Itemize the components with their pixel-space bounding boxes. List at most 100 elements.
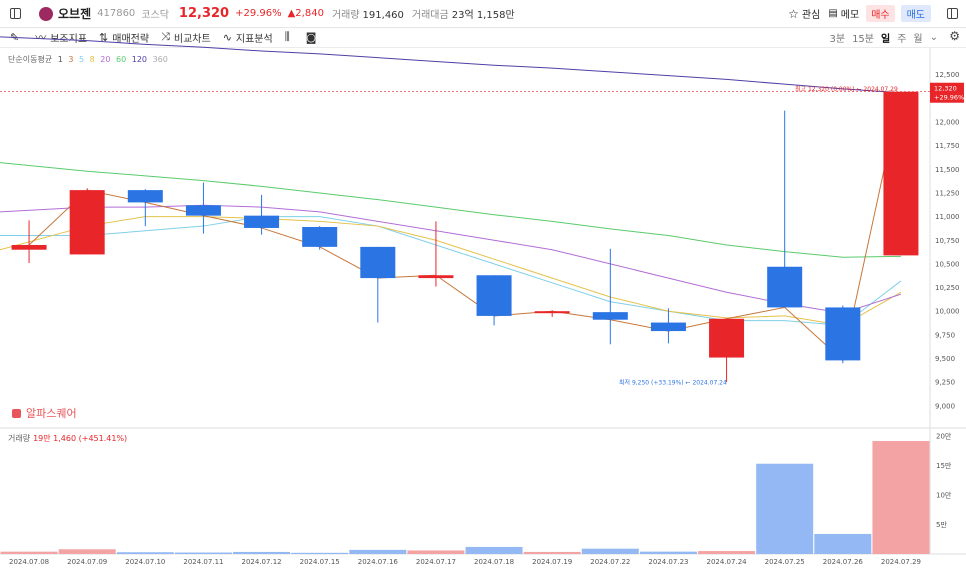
candle-body xyxy=(360,246,396,279)
market-label: 코스닥 xyxy=(141,10,169,21)
volume-bar xyxy=(698,551,756,554)
volume-legend: 거래량 19만 1,460 (+451.41%) xyxy=(8,433,127,444)
gear-icon[interactable]: ⚙ xyxy=(949,29,960,43)
price-axis-tick: 10,000 xyxy=(935,308,960,316)
candle-body xyxy=(418,275,454,279)
toolbar-item-strategy[interactable]: ⇅ 매매전략 xyxy=(99,30,149,45)
timeframe-day[interactable]: 일 xyxy=(881,33,891,45)
right-panel-toggle[interactable] xyxy=(947,8,958,19)
volume-label: 거래량 xyxy=(331,10,360,21)
chevron-down-icon[interactable]: ⌄ xyxy=(929,31,938,43)
change-percent: +29.96% xyxy=(235,8,282,19)
chart-toolbar: ✎ 〰 보조지표 ⇅ 매매전략 ⤨ 비교차트 ∿ 지표분석 ⫼ ◙ xyxy=(0,27,966,48)
change-amount: ▲2,840 xyxy=(287,8,324,19)
date-axis-tick: 2024.07.10 xyxy=(125,558,165,566)
candle-body xyxy=(302,227,338,247)
price-axis-tick: 11,750 xyxy=(935,142,960,150)
price-axis-tick: 9,750 xyxy=(935,331,955,339)
candle-body xyxy=(185,205,221,216)
amount-value: 23억 1,158만 xyxy=(451,10,515,21)
buy-button[interactable]: 매수 xyxy=(866,5,895,22)
candle-body xyxy=(825,307,861,361)
ma-period-3: 3 xyxy=(68,55,74,64)
ma-period-5: 5 xyxy=(79,55,85,64)
camera-icon: ◙ xyxy=(305,30,317,44)
volume-bar xyxy=(174,552,232,554)
volume-bar xyxy=(233,551,291,554)
stock-code: 417860 xyxy=(97,8,136,19)
volume-legend-label: 거래량 xyxy=(8,434,31,443)
candle-body xyxy=(534,311,570,314)
price-axis-tick: 10,500 xyxy=(935,260,960,268)
amount-label: 거래대금 xyxy=(411,10,449,21)
watermark: 알파스퀘어 xyxy=(12,405,77,421)
candle-body xyxy=(709,318,745,358)
price-axis-tick: 12,000 xyxy=(935,119,960,127)
candle-body xyxy=(592,312,628,320)
amount-info: 거래대금 23억 1,158만 xyxy=(412,6,515,21)
sidebar-toggle-button[interactable] xyxy=(10,8,21,19)
toolbar-item-compare[interactable]: ⤨ 비교차트 xyxy=(161,30,211,45)
date-axis-tick: 2024.07.29 xyxy=(881,558,921,566)
strategy-icon: ⇅ xyxy=(99,30,109,44)
company-logo xyxy=(39,6,53,21)
low-annotation: 최저 9,250 (+33.19%) ← 2024.07.24 xyxy=(619,379,727,387)
timeframe-15m[interactable]: 15분 xyxy=(852,33,874,45)
current-price-tag-price: 12,320 xyxy=(934,85,957,93)
volume-axis-tick: 20만 xyxy=(936,432,952,441)
price-axis-tick: 9,000 xyxy=(935,402,955,410)
date-axis-tick: 2024.07.18 xyxy=(474,558,514,566)
date-axis-tick: 2024.07.25 xyxy=(765,558,805,566)
price-axis-tick: 11,250 xyxy=(935,189,960,197)
volume-bar xyxy=(756,463,814,554)
timeframe-3m[interactable]: 3분 xyxy=(829,33,846,45)
sell-button[interactable]: 매도 xyxy=(900,5,931,22)
volume-axis-tick: 5만 xyxy=(936,520,947,529)
timeframe-selector: 3분 15분 일 주 월 ⌄ xyxy=(823,27,939,47)
current-price-tag xyxy=(930,82,964,103)
memo-button[interactable]: ▤ 메모 xyxy=(828,6,859,21)
memo-icon: ▤ xyxy=(828,8,838,19)
price-axis-tick: 10,250 xyxy=(935,284,960,292)
star-icon: ☆ xyxy=(788,6,799,21)
date-axis-tick: 2024.07.12 xyxy=(242,558,282,566)
volume-bar xyxy=(0,551,58,554)
candle-body xyxy=(476,275,512,316)
watch-label: 관심 xyxy=(801,10,821,21)
lock-icon xyxy=(12,408,21,418)
ma-period-20: 20 xyxy=(100,55,111,64)
volume-value: 191,460 xyxy=(362,10,404,21)
ma-period-1: 1 xyxy=(57,55,63,64)
ma-line-ma60 xyxy=(0,162,901,258)
toolbar-item-indicators[interactable]: 〰 보조지표 xyxy=(35,29,87,45)
price-axis-tick: 11,000 xyxy=(935,213,960,221)
candle-type-button[interactable]: ⫼ xyxy=(285,30,294,44)
stock-name: 오브젠 xyxy=(58,7,92,21)
volume-bar xyxy=(639,551,697,554)
candle-body xyxy=(650,322,686,332)
price-axis-tick: 9,500 xyxy=(935,355,955,363)
volume-bar xyxy=(581,548,639,554)
candle-body xyxy=(767,266,803,308)
watermark-text: 알파스퀘어 xyxy=(26,407,77,420)
toolbar-item-label: 매매전략 xyxy=(112,33,150,45)
volume-bar xyxy=(407,550,465,554)
volume-bar xyxy=(465,546,523,554)
memo-label: 메모 xyxy=(840,10,860,21)
volume-bar xyxy=(349,549,407,554)
watch-button[interactable]: ☆ 관심 xyxy=(788,6,821,22)
volume-info: 거래량 191,460 xyxy=(332,6,404,21)
stock-header: 오브젠 417860 코스닥 12,320 +29.96% ▲2,840 거래량… xyxy=(0,0,966,28)
candle-body xyxy=(883,91,919,256)
compare-icon: ⤨ xyxy=(161,30,170,43)
screenshot-button[interactable]: ◙ xyxy=(306,31,321,44)
toolbar-item-analysis[interactable]: ∿ 지표분석 xyxy=(223,30,273,45)
volume-bar xyxy=(872,441,930,554)
panel-right-icon xyxy=(947,8,958,19)
timeframe-week[interactable]: 주 xyxy=(897,33,907,45)
timeframe-month[interactable]: 월 xyxy=(913,33,923,45)
volume-bar xyxy=(523,551,581,554)
date-axis-tick: 2024.07.19 xyxy=(532,558,572,566)
volume-bar xyxy=(814,533,872,554)
